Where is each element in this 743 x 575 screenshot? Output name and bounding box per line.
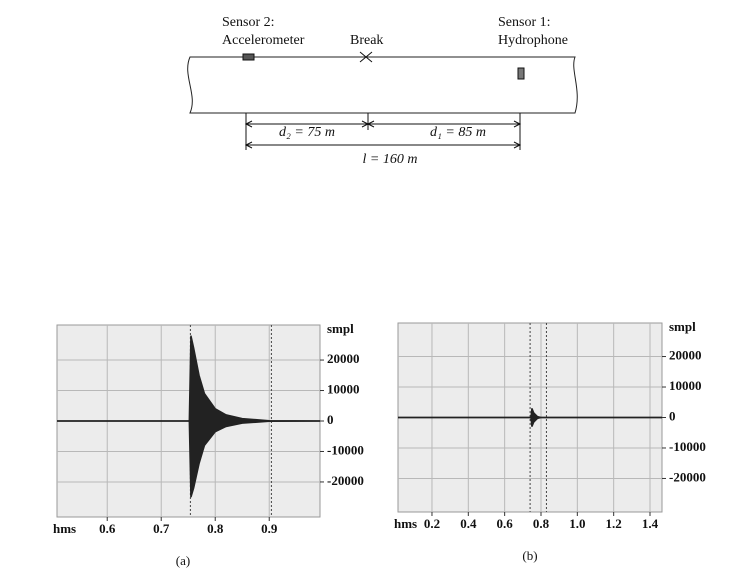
y-tick-label: 10000	[669, 378, 702, 393]
waveform	[57, 420, 321, 498]
y-tick-label: 20000	[669, 348, 702, 363]
x-tick-label: 0.2	[424, 516, 440, 531]
x-axis-label: hms	[53, 521, 76, 536]
y-tick-label: -20000	[327, 473, 364, 488]
y-tick-label: -10000	[327, 442, 364, 457]
caption: (a)	[176, 553, 190, 568]
d2-label: d₂ = 75 m	[279, 125, 335, 140]
l-label: l = 160 m	[363, 152, 418, 167]
sensor1-icon	[517, 67, 525, 80]
x-tick-label: 1.4	[642, 516, 659, 531]
break-label: Break	[350, 33, 383, 48]
dimension-lines	[244, 113, 522, 150]
x-tick-label: 0.6	[99, 521, 116, 536]
y-tick-label: 20000	[327, 351, 360, 366]
d1-label: d₁ = 85 m	[430, 125, 486, 140]
break-icon	[359, 51, 373, 63]
sensor2-name: Accelerometer	[222, 33, 305, 48]
y-tick-label: 10000	[327, 382, 360, 397]
x-tick-label: 0.8	[533, 516, 550, 531]
y-tick-label: 0	[327, 412, 334, 427]
x-tick-label: 1.2	[606, 516, 622, 531]
x-tick-label: 0.7	[153, 521, 170, 536]
y-tick-label: -20000	[669, 469, 706, 484]
sensor2-title: Sensor 2:	[222, 15, 275, 30]
caption: (b)	[522, 548, 537, 563]
pipe-diagram: Sensor 2: Accelerometer Break Sensor 1: …	[187, 15, 578, 167]
x-tick-label: 0.8	[207, 521, 224, 536]
x-tick-label: 0.9	[261, 521, 278, 536]
y-axis-label: smpl	[669, 319, 696, 334]
x-tick-label: 1.0	[569, 516, 585, 531]
y-tick-label: 0	[669, 408, 676, 423]
sensor1-name: Hydrophone	[498, 33, 568, 48]
sensor2-icon	[242, 53, 255, 61]
sensor1-title: Sensor 1:	[498, 15, 551, 30]
x-axis-label: hms	[394, 516, 417, 531]
pipe	[187, 56, 578, 114]
y-tick-label: -10000	[669, 439, 706, 454]
y-axis-label: smpl	[327, 321, 354, 336]
x-tick-label: 0.4	[460, 516, 477, 531]
x-tick-label: 0.6	[497, 516, 514, 531]
waveform	[398, 416, 662, 427]
